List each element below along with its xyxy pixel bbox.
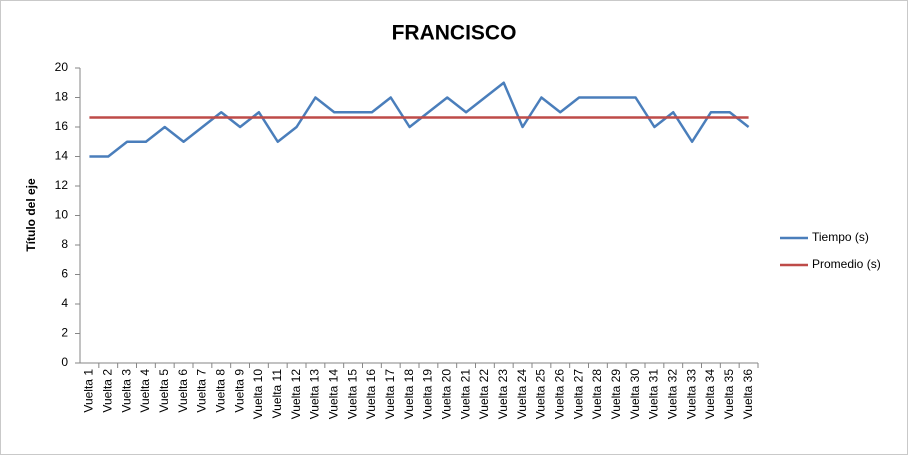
x-tick-label: Vuelta 10 (251, 369, 265, 420)
y-tick-label: 20 (55, 60, 69, 74)
x-tick-label: Vuelta 8 (213, 369, 227, 413)
x-tick-label: Vuelta 34 (703, 369, 717, 420)
x-tick-label: Vuelta 21 (458, 369, 472, 420)
x-tick-label: Vuelta 31 (647, 369, 661, 420)
y-tick-label: 16 (55, 119, 69, 133)
y-tick-label: 12 (55, 178, 69, 192)
x-tick-label: Vuelta 29 (609, 369, 623, 420)
x-tick-label: Vuelta 9 (232, 369, 246, 413)
x-tick-label: Vuelta 17 (383, 369, 397, 420)
y-tick-label: 8 (61, 237, 68, 251)
x-tick-label: Vuelta 32 (665, 369, 679, 420)
x-tick-label: Vuelta 19 (421, 369, 435, 420)
x-tick-label: Vuelta 4 (138, 369, 152, 413)
x-tick-label: Vuelta 27 (571, 369, 585, 420)
x-tick-label: Vuelta 14 (326, 369, 340, 420)
x-tick-label: Vuelta 6 (176, 369, 190, 413)
x-tick-label: Vuelta 18 (402, 369, 416, 420)
x-tick-label: Vuelta 33 (684, 369, 698, 420)
y-tick-label: 2 (61, 326, 68, 340)
x-tick-label: Vuelta 7 (195, 369, 209, 413)
y-axis-title: Título del eje (24, 178, 38, 252)
y-tick-label: 10 (55, 208, 69, 222)
y-tick-label: 0 (61, 355, 68, 369)
x-tick-label: Vuelta 13 (308, 369, 322, 420)
x-tick-label: Vuelta 1 (82, 369, 96, 413)
x-tick-label: Vuelta 35 (722, 369, 736, 420)
y-tick-label: 6 (61, 267, 68, 281)
x-tick-label: Vuelta 24 (515, 369, 529, 420)
y-tick-label: 18 (55, 90, 69, 104)
x-tick-label: Vuelta 16 (364, 369, 378, 420)
x-tick-label: Vuelta 5 (157, 369, 171, 413)
x-tick-label: Vuelta 30 (628, 369, 642, 420)
x-tick-label: Vuelta 15 (345, 369, 359, 420)
x-tick-label: Vuelta 2 (100, 369, 114, 413)
x-tick-label: Vuelta 36 (741, 369, 755, 420)
x-tick-label: Vuelta 25 (534, 369, 548, 420)
legend-label: Promedio (s) (812, 257, 881, 271)
legend-label: Tiempo (s) (812, 230, 869, 244)
x-tick-label: Vuelta 23 (496, 369, 510, 420)
x-tick-label: Vuelta 3 (119, 369, 133, 413)
chart-title: FRANCISCO (392, 22, 517, 45)
x-tick-label: Vuelta 20 (439, 369, 453, 420)
x-tick-label: Vuelta 26 (552, 369, 566, 420)
series-line (89, 81, 750, 158)
x-tick-label: Vuelta 11 (270, 369, 284, 419)
y-tick-label: 14 (55, 149, 69, 163)
x-tick-label: Vuelta 12 (289, 369, 303, 420)
y-tick-label: 4 (61, 296, 68, 310)
x-tick-label: Vuelta 28 (590, 369, 604, 420)
x-tick-label: Vuelta 22 (477, 369, 491, 420)
